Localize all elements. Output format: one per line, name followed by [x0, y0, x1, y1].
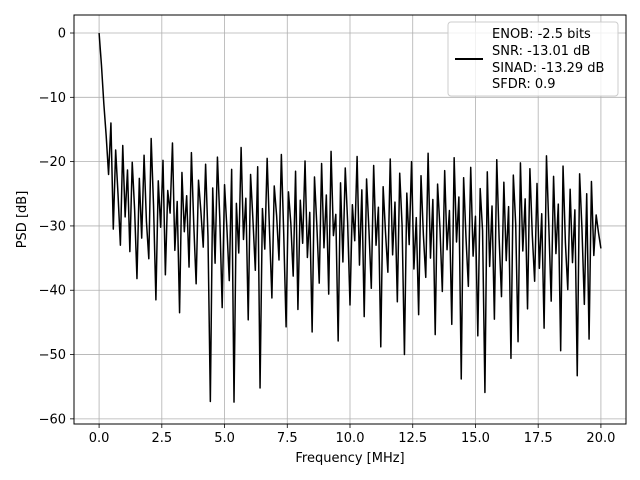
x-tick-label: 7.5	[277, 431, 298, 446]
x-axis-ticks: 0.0 2.5 5.0 7.5 10.0 12.5 15.0 17.5 20.0	[89, 424, 615, 446]
legend-enob: ENOB: -2.5 bits	[492, 27, 591, 42]
y-tick-label: −40	[39, 284, 66, 299]
legend-box	[447, 21, 619, 97]
y-axis-label: PSD [dB]	[15, 191, 30, 249]
x-tick-label: 10.0	[336, 431, 365, 446]
legend-sfdr: SFDR: 0.9	[492, 77, 556, 92]
x-tick-label: 15.0	[461, 431, 490, 446]
x-tick-label: 20.0	[586, 431, 615, 446]
x-tick-label: 12.5	[398, 431, 427, 446]
psd-series-line	[98, 32, 602, 403]
y-tick-label: −20	[39, 155, 66, 170]
y-tick-label: −10	[39, 91, 66, 106]
legend-sinad: SINAD: -13.29 dB	[492, 61, 604, 76]
x-tick-label: 2.5	[151, 431, 172, 446]
legend-snr: SNR: -13.01 dB	[492, 44, 590, 59]
y-tick-label: −30	[39, 219, 66, 234]
y-axis-ticks: 0 −10 −20 −30 −40 −50 −60	[39, 27, 74, 427]
y-tick-label: 0	[58, 27, 66, 42]
x-tick-label: 0.0	[89, 431, 110, 446]
legend: ENOB: -2.5 bits SNR: -13.01 dB SINAD: -1…	[447, 21, 619, 97]
x-tick-label: 17.5	[524, 431, 553, 446]
x-axis-label: Frequency [MHz]	[295, 451, 404, 466]
y-tick-label: −60	[39, 412, 66, 427]
x-tick-label: 5.0	[214, 431, 235, 446]
y-tick-label: −50	[39, 348, 66, 363]
plot-area	[98, 32, 602, 403]
